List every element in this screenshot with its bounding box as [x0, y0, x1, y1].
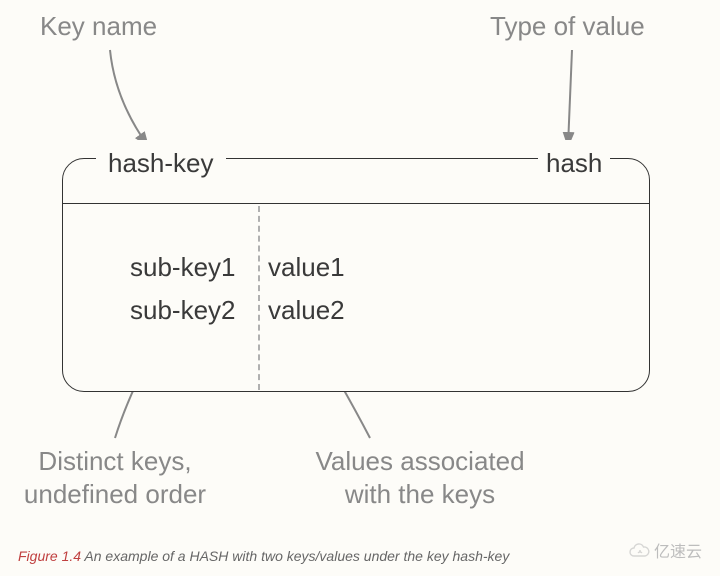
- annotation-type-of-value: Type of value: [490, 10, 645, 43]
- hash-header-divider: [62, 203, 650, 204]
- watermark: 亿速云: [628, 538, 702, 562]
- figure-caption: Figure 1.4 An example of a HASH with two…: [18, 548, 509, 564]
- header-type-value: hash: [546, 148, 602, 179]
- caption-figure-number: Figure 1.4: [18, 548, 81, 564]
- watermark-text: 亿速云: [654, 538, 702, 562]
- row-0-key: sub-key1: [130, 252, 236, 283]
- annotation-key-name: Key name: [40, 10, 157, 43]
- cloud-icon: [628, 542, 650, 558]
- caption-hash-word: HASH: [189, 548, 228, 564]
- row-1-key: sub-key2: [130, 295, 236, 326]
- annotation-values-assoc: Values associated with the keys: [290, 445, 550, 510]
- caption-key-word: hash-key: [453, 548, 510, 564]
- row-1-value: value2: [268, 295, 345, 326]
- hash-column-divider: [258, 206, 260, 390]
- row-0-value: value1: [268, 252, 345, 283]
- caption-text-b: with two keys/values under the key: [232, 548, 448, 564]
- annotation-distinct-keys: Distinct keys, undefined order: [0, 445, 230, 510]
- header-key-name: hash-key: [108, 148, 214, 179]
- caption-text-a: An example of a: [84, 548, 185, 564]
